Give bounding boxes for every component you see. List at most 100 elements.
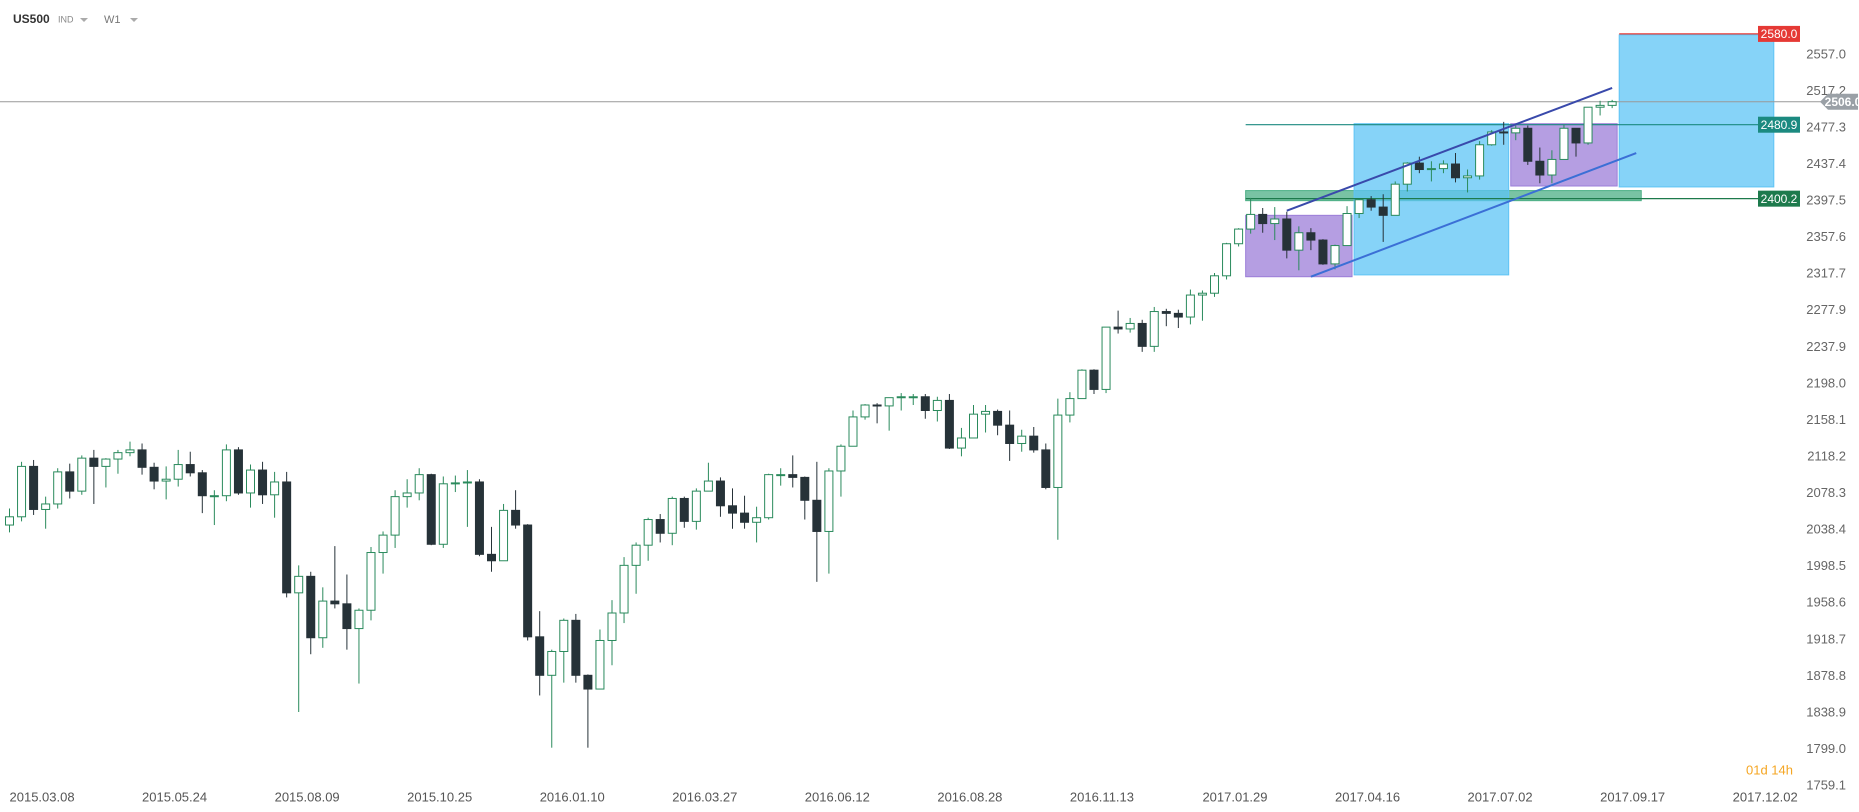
price-tag-label: 2580.0 <box>1761 27 1798 41</box>
candle-body <box>330 600 340 605</box>
candle-body <box>1294 232 1304 251</box>
candle-body <box>65 471 75 492</box>
x-tick-label: 2017.07.02 <box>1468 789 1533 804</box>
y-tick-label: 1958.6 <box>1806 595 1846 610</box>
candle-body <box>776 474 786 477</box>
candle-body <box>1330 245 1340 265</box>
candle-body <box>1607 101 1617 106</box>
x-tick-label: 2016.11.13 <box>1070 789 1134 804</box>
candle-body <box>438 483 448 545</box>
symbol[interactable]: US500 <box>13 12 50 26</box>
candle-body <box>29 465 39 510</box>
candle-body <box>1378 206 1388 216</box>
candle-body <box>487 553 496 562</box>
candle-body <box>282 481 292 594</box>
candle-body <box>294 575 304 594</box>
candle-body <box>728 505 737 514</box>
candle-body <box>884 397 894 407</box>
x-tick-label: 2015.10.25 <box>407 789 472 804</box>
candle-body <box>1523 127 1533 162</box>
candle-body <box>1161 311 1171 314</box>
candle-body <box>1282 218 1292 251</box>
candle-body <box>679 497 689 522</box>
candle-body <box>1029 435 1039 451</box>
price-tag <box>1758 25 1800 42</box>
candle-body <box>631 544 641 566</box>
dropdown-caret[interactable] <box>80 18 88 22</box>
candle-body <box>715 480 725 507</box>
candle-body <box>318 600 328 639</box>
candle-body <box>1017 435 1027 444</box>
candle-body <box>270 481 280 496</box>
candle-body <box>872 404 882 407</box>
y-tick-label: 1838.9 <box>1806 704 1846 719</box>
candle-body <box>1210 275 1219 294</box>
candle-body <box>571 619 581 676</box>
candle-body <box>981 410 991 415</box>
candle-body <box>233 449 243 494</box>
candle-body <box>149 466 159 482</box>
candle-body <box>125 449 135 454</box>
candle-body <box>1390 183 1400 216</box>
candle-body <box>1222 243 1232 277</box>
candle-body <box>1246 213 1256 230</box>
candle-body <box>450 482 460 485</box>
y-tick-label: 1759.1 <box>1806 778 1846 793</box>
y-tick-label: 2118.2 <box>1807 448 1846 463</box>
candle-body <box>1414 162 1424 171</box>
candle-body <box>1402 162 1412 185</box>
candle-body <box>920 396 930 411</box>
x-tick-label: 2017.09.17 <box>1600 789 1665 804</box>
candle-body <box>1005 424 1015 444</box>
candle-body <box>101 458 111 467</box>
candle-body <box>1173 312 1183 318</box>
candle-body <box>1583 106 1593 144</box>
candle-body <box>896 396 906 399</box>
candle-body <box>1451 163 1460 179</box>
candle-body <box>173 464 183 480</box>
candle-body <box>764 474 774 519</box>
candle-body <box>559 619 569 652</box>
candle-body <box>426 474 436 545</box>
y-tick-label: 2557.0 <box>1806 46 1846 61</box>
x-tick-label: 2015.08.09 <box>275 789 340 804</box>
candle-body <box>414 474 424 494</box>
x-tick-label: 2015.05.24 <box>142 789 207 804</box>
candle-body <box>185 464 195 474</box>
candle-body <box>17 465 27 518</box>
candle-body <box>1475 144 1485 177</box>
candle-body <box>848 416 858 447</box>
candle-body <box>89 457 99 467</box>
candle-body <box>836 445 846 472</box>
y-tick-label: 1878.8 <box>1806 668 1846 683</box>
candle-body <box>1065 398 1075 416</box>
candle-body <box>969 413 978 439</box>
candle-body <box>1137 322 1147 347</box>
price-tag <box>1758 116 1800 133</box>
x-tick-label: 2017.04.16 <box>1335 789 1400 804</box>
candle-body <box>499 509 509 562</box>
candle-body <box>956 437 966 449</box>
interval[interactable]: W1 <box>104 14 121 26</box>
candle-body <box>1438 163 1448 170</box>
candle-body <box>161 478 171 482</box>
x-tick-label: 2016.06.12 <box>805 789 870 804</box>
candle-body <box>1053 414 1063 488</box>
candle-body <box>77 457 87 492</box>
candle-body <box>342 603 352 630</box>
candle-body <box>474 481 484 555</box>
dropdown-caret[interactable] <box>130 18 138 22</box>
y-tick-label: 2038.4 <box>1806 522 1846 537</box>
candle-body <box>221 449 231 497</box>
candle-body <box>1571 127 1581 144</box>
candle-body <box>1595 104 1605 108</box>
candle-body <box>691 490 701 522</box>
candle-body <box>655 519 665 534</box>
candle-body <box>1366 199 1376 208</box>
y-tick-label: 2198.0 <box>1806 375 1846 390</box>
candle-body <box>354 609 364 630</box>
y-tick-label: 2477.3 <box>1806 119 1846 134</box>
candle-body <box>197 472 207 497</box>
candle-body <box>258 469 268 496</box>
